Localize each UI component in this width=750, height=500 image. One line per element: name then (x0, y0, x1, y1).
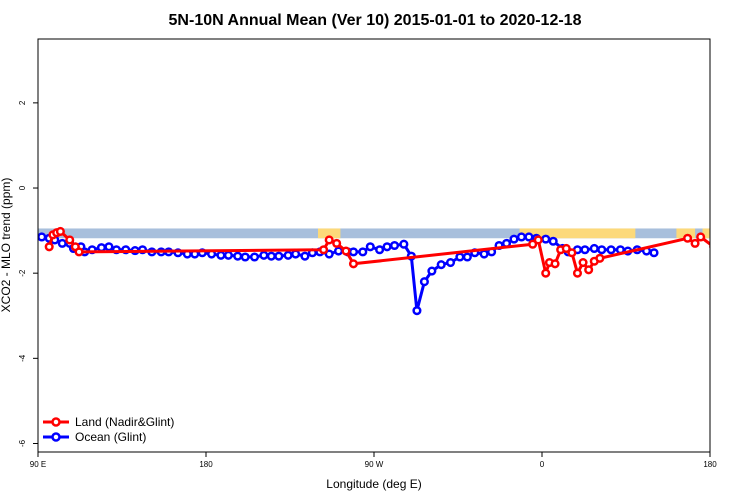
ocean-data-point (266, 251, 276, 261)
x-tick-label: 180 (703, 460, 717, 469)
legend-ocean-label: Ocean (Glint) (75, 430, 146, 444)
y-tick-label: 2 (18, 100, 27, 105)
land-data-point (561, 243, 571, 254)
ocean-data-point (524, 232, 534, 242)
land-data-point (44, 242, 54, 252)
land-band-segment (702, 228, 710, 239)
land-data-point (709, 244, 710, 250)
ocean-data-point (324, 249, 334, 259)
ocean-data-point (509, 234, 519, 244)
ocean-data-point (358, 247, 368, 257)
y-tick-label: -4 (18, 354, 27, 362)
y-axis: 2 0 -2 -4 -6 (18, 100, 38, 447)
land-data-point (683, 233, 693, 243)
ocean-data-point (589, 243, 599, 254)
ocean-data-point (436, 260, 446, 270)
land-band-segment (519, 228, 636, 239)
ocean-data-point (223, 250, 233, 260)
x-tick-label: 180 (199, 460, 213, 469)
land-data-point (55, 226, 65, 236)
ocean-data-point (348, 247, 359, 257)
legend-ocean-swatch-marker (51, 432, 61, 442)
x-axis: 90 E 180 90 W 0 180 (30, 452, 717, 469)
y-axis-label: XCO2 - MLO trend (ppm) (0, 178, 13, 313)
ocean-data-point (382, 242, 392, 252)
land-data-point (696, 232, 706, 242)
chart-title: 5N-10N Annual Mean (Ver 10) 2015-01-01 t… (169, 12, 582, 29)
ocean-data-point (479, 249, 489, 259)
land-band-segment (676, 228, 696, 239)
land-data-point (716, 231, 723, 238)
ocean-data-point (548, 236, 558, 246)
land-data-point (578, 257, 588, 268)
legend-land-swatch-marker (51, 417, 61, 427)
ocean-data-point (516, 232, 527, 242)
ocean-data-point (38, 232, 47, 242)
land-data-point (528, 239, 538, 249)
legend-land-label: Land (Nadir&Glint) (75, 415, 174, 429)
x-tick-label: 90 W (365, 460, 384, 469)
ocean-data-point (597, 245, 607, 255)
ocean-data-point (240, 252, 250, 262)
land-data-point (541, 268, 551, 278)
ocean-data-point (389, 240, 400, 251)
ocean-data-point (455, 252, 465, 262)
ocean-data-point (445, 257, 456, 268)
ocean-data-point (216, 250, 226, 260)
x-tick-label: 90 E (30, 460, 46, 469)
x-axis-label: Longitude (deg E) (326, 477, 421, 491)
land-data-point (595, 253, 605, 263)
ocean-data-point (427, 266, 437, 276)
land-data-point (567, 248, 577, 258)
land-data-point (572, 268, 583, 278)
ocean-data-point (541, 234, 551, 244)
land-data-point (319, 245, 329, 255)
land-data-point (584, 265, 594, 275)
land-data-point (74, 247, 84, 257)
ocean-data-point (57, 238, 67, 248)
land-data-point (690, 238, 700, 248)
ocean-data-point (249, 252, 260, 262)
ocean-data-point (375, 245, 385, 255)
series-layer (38, 226, 729, 316)
ocean-data-point (104, 242, 114, 252)
ocean-data-point (649, 248, 659, 258)
ocean-data-point (233, 251, 243, 261)
legend: Land (Nadir&Glint)Ocean (Glint) (43, 415, 174, 444)
ocean-data-point (96, 243, 107, 253)
ocean-data-point (274, 251, 284, 261)
ocean-data-point (291, 249, 301, 259)
ocean-data-point (419, 277, 429, 287)
ocean-data-point (462, 252, 472, 262)
land-data-point (341, 246, 351, 256)
ocean-band (38, 228, 710, 239)
plot-area (38, 226, 729, 316)
land-data-point (348, 259, 359, 269)
ocean-data-point (412, 306, 422, 316)
y-tick-label: -6 (18, 439, 27, 447)
ocean-data-point (333, 246, 344, 256)
land-data-point (65, 235, 75, 245)
ocean-data-point (283, 250, 293, 260)
ocean-data-point (399, 239, 409, 249)
land-data-point (722, 228, 729, 235)
y-tick-label: 0 (18, 185, 27, 190)
land-band-segment (318, 228, 341, 239)
land-data-point (324, 235, 334, 245)
ocean-data-point (259, 250, 269, 260)
land-data-point (332, 238, 342, 248)
land-data-point (550, 259, 560, 269)
land-ocean-band (38, 228, 710, 239)
land-data-point (533, 235, 543, 245)
ocean-data-point (580, 245, 590, 255)
x-tick-label: 0 (540, 460, 545, 469)
y-tick-label: -2 (18, 269, 27, 277)
ocean-data-point (606, 245, 616, 255)
ocean-data-point (300, 251, 310, 261)
ocean-data-point (365, 242, 375, 252)
